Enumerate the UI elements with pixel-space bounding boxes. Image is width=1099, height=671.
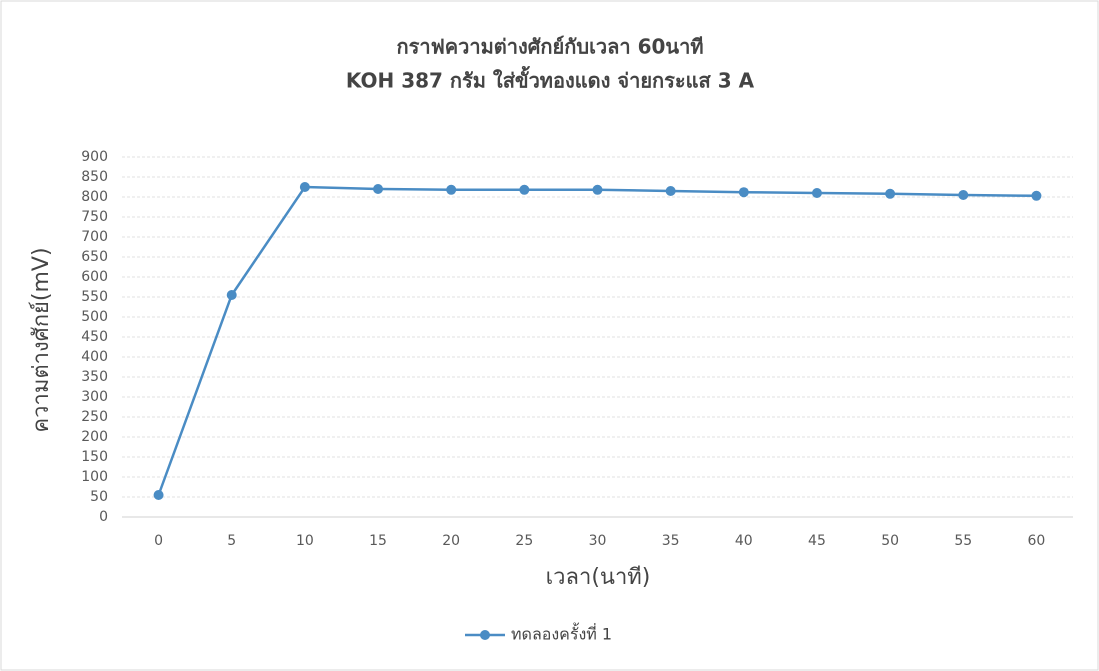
y-tick-label: 900: [81, 149, 108, 165]
y-tick-label: 650: [81, 249, 108, 265]
data-point: [373, 184, 384, 194]
y-tick-label: 450: [81, 329, 108, 345]
y-tick-label: 250: [81, 409, 108, 425]
x-tick-label: 35: [662, 533, 680, 549]
x-tick-label: 60: [1028, 533, 1046, 549]
x-tick-label: 30: [589, 533, 607, 549]
x-tick-label: 55: [954, 533, 972, 549]
legend-label: ทดลองครั้งที่ 1: [511, 623, 612, 644]
y-tick-label: 200: [81, 429, 108, 445]
x-tick-label: 20: [442, 533, 460, 549]
y-tick-label: 700: [81, 229, 108, 245]
x-tick-label: 15: [369, 533, 387, 549]
y-tick-label: 350: [81, 369, 108, 385]
data-point: [153, 490, 164, 500]
y-tick-label: 500: [81, 309, 108, 325]
y-axis-title: ความต่างศักย์(mV): [29, 247, 54, 432]
series-line: [157, 185, 1037, 496]
x-tick-label: 5: [227, 533, 236, 549]
x-tick-label: 50: [881, 533, 899, 549]
x-axis-title: เวลา(นาที): [546, 565, 651, 590]
y-tick-label: 0: [99, 509, 108, 525]
chart-subtitle: KOH 387 กรัม ใส่ขั้วทองแดง จ่ายกระแส 3 A: [346, 66, 755, 93]
y-tick-label: 800: [81, 189, 108, 205]
data-point: [738, 187, 749, 198]
y-tick-label: 600: [81, 269, 108, 285]
data-point: [1031, 190, 1042, 201]
x-tick-label: 25: [515, 533, 533, 549]
data-point: [226, 290, 237, 300]
data-point: [811, 188, 822, 198]
data-point: [519, 184, 530, 195]
y-tick-label: 150: [81, 449, 108, 465]
y-tick-label: 750: [81, 209, 108, 225]
x-tick-label: 0: [154, 533, 163, 549]
data-point: [958, 190, 969, 200]
x-tick-label: 40: [735, 533, 753, 549]
x-tick-label: 10: [296, 533, 314, 549]
x-tick-label: 45: [808, 533, 826, 549]
data-point: [446, 184, 457, 195]
y-tick-label: 850: [81, 169, 108, 185]
data-point: [665, 186, 676, 196]
chart-title: กราฟความต่างศักย์กับเวลา 60นาที: [396, 35, 703, 59]
y-tick-label: 50: [90, 489, 108, 505]
y-tick-label: 100: [81, 469, 108, 485]
y-tick-label: 550: [81, 289, 108, 305]
data-point: [885, 188, 896, 199]
data-point: [299, 182, 310, 192]
legend-marker: [480, 630, 490, 640]
y-tick-label: 300: [81, 389, 108, 405]
data-point: [592, 184, 603, 195]
y-tick-label: 400: [81, 349, 108, 365]
